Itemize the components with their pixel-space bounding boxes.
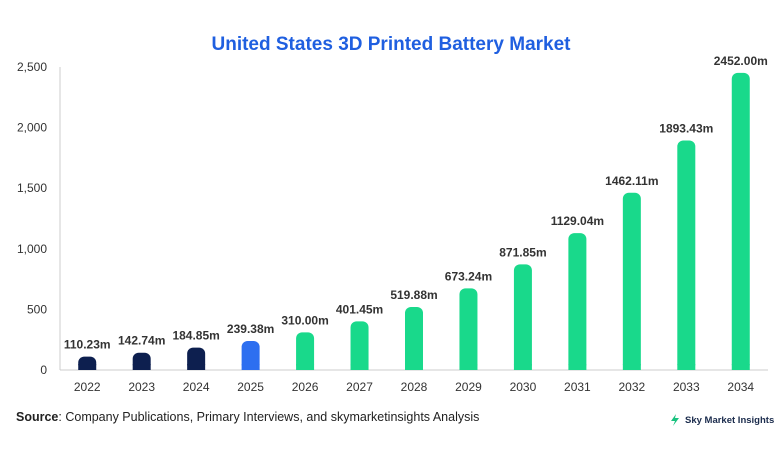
bar bbox=[622, 192, 641, 370]
bar bbox=[459, 288, 478, 370]
brand-name: Sky Market Insights bbox=[685, 414, 775, 426]
bar-chart: 0 500 1,000 1,500 2,000 2,500 110.23m 2022 142.7… bbox=[17, 54, 768, 394]
bar bbox=[296, 332, 315, 370]
bar-base bbox=[677, 364, 696, 370]
bar-base bbox=[241, 364, 260, 370]
bar-base bbox=[568, 364, 587, 370]
bar-base bbox=[187, 364, 206, 370]
x-tick-label: 2033 bbox=[673, 380, 700, 394]
source-label: Source bbox=[16, 410, 59, 424]
bar-base bbox=[459, 364, 478, 370]
x-tick-label: 2032 bbox=[618, 380, 645, 394]
bar-base bbox=[78, 364, 97, 370]
bar bbox=[241, 340, 260, 370]
data-label: 1893.43m bbox=[659, 122, 713, 136]
data-label: 519.88m bbox=[390, 288, 437, 302]
x-tick-label: 2034 bbox=[727, 380, 754, 394]
x-tick-label: 2028 bbox=[401, 380, 428, 394]
y-tick-label: 0 bbox=[40, 363, 47, 377]
x-tick-label: 2027 bbox=[346, 380, 373, 394]
data-label: 239.38m bbox=[227, 322, 274, 336]
y-tick-label: 500 bbox=[27, 302, 47, 316]
brand-logo: Sky Market Insights bbox=[668, 413, 774, 427]
bar-base bbox=[405, 364, 423, 370]
x-tick-label: 2031 bbox=[564, 380, 591, 394]
data-label: 2452.00m bbox=[714, 54, 768, 68]
y-tick-label: 1,000 bbox=[17, 242, 47, 256]
x-tick-label: 2030 bbox=[510, 380, 537, 394]
source-text: : Company Publications, Primary Intervie… bbox=[58, 410, 480, 424]
bar-base bbox=[622, 364, 641, 370]
bar bbox=[568, 233, 587, 370]
lightning-icon bbox=[671, 414, 679, 426]
data-label: 1129.04m bbox=[551, 214, 604, 228]
data-label: 142.74m bbox=[118, 334, 165, 348]
chart-title: United States 3D Printed Battery Market bbox=[211, 34, 571, 55]
bar bbox=[677, 140, 696, 370]
x-tick-label: 2029 bbox=[455, 380, 482, 394]
data-label: 110.23m bbox=[64, 338, 111, 352]
bar-base bbox=[731, 364, 750, 370]
y-tick-label: 2,500 bbox=[17, 60, 47, 74]
y-tick-label: 2,000 bbox=[17, 121, 47, 135]
data-label: 310.00m bbox=[281, 313, 328, 327]
x-tick-label: 2025 bbox=[237, 380, 264, 394]
source-note: Source: Company Publications, Primary In… bbox=[16, 410, 479, 424]
bar-base bbox=[296, 364, 315, 370]
bar bbox=[405, 306, 423, 370]
data-label: 1462.11m bbox=[605, 174, 658, 188]
bar bbox=[350, 321, 369, 370]
data-label: 673.24m bbox=[445, 269, 492, 283]
x-tick-label: 2024 bbox=[183, 380, 210, 394]
x-tick-label: 2022 bbox=[74, 380, 101, 394]
data-label: 871.85m bbox=[499, 245, 546, 259]
bar-base bbox=[513, 364, 532, 370]
data-label: 401.45m bbox=[336, 302, 383, 316]
data-label: 184.85m bbox=[172, 329, 219, 343]
x-tick-label: 2023 bbox=[128, 380, 155, 394]
x-tick-label: 2026 bbox=[292, 380, 319, 394]
y-tick-label: 1,500 bbox=[17, 181, 47, 195]
bar-base bbox=[132, 364, 151, 370]
bar bbox=[731, 72, 750, 370]
bar bbox=[513, 264, 532, 370]
bar-base bbox=[350, 364, 369, 370]
